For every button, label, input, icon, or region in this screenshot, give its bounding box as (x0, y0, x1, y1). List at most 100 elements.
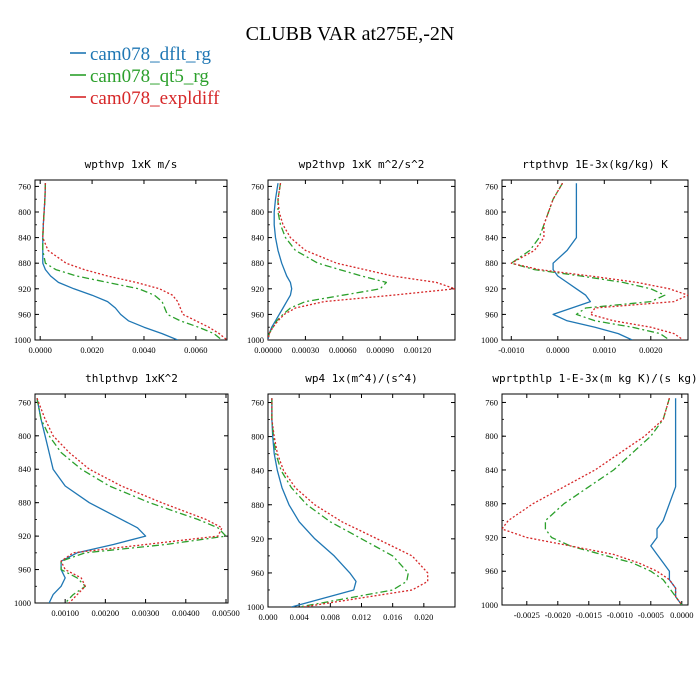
x-tick-label: 0.0000 (670, 610, 693, 620)
y-tick-label: 760 (251, 398, 264, 408)
series-line-cam078-expldiff (42, 183, 227, 340)
subplot-panel: wp2thvp 1xK m^2/s^2 760 800 840 880 920 960 100… (247, 158, 456, 355)
x-tick-label: -0.0005 (638, 610, 664, 620)
x-tick-label: -0.0020 (545, 610, 571, 620)
subplot-panel: wpthvp 1xK m/s76080084088092096010000.00… (14, 158, 228, 355)
y-tick-label: 840 (485, 233, 498, 243)
x-tick-label: 0.00120 (404, 345, 432, 355)
series-line-cam078-qt5-rg (42, 183, 223, 340)
y-tick-label: 960 (18, 309, 31, 319)
y-tick-label: 920 (251, 534, 264, 544)
x-tick-label: 0.0060 (184, 345, 207, 355)
series-group (510, 182, 688, 340)
x-tick-label: -0.0015 (576, 610, 602, 620)
y-tick-label: 880 (18, 498, 31, 508)
x-tick-label: 0.00000 (254, 345, 282, 355)
y-tick-label: 960 (18, 565, 31, 575)
y-tick-label: 1000 (247, 602, 264, 612)
x-tick-label: 0.0040 (132, 345, 155, 355)
x-tick-label: 0.016 (383, 612, 402, 622)
axes-frame (34, 179, 228, 341)
x-tick-label: 0.008 (321, 612, 340, 622)
subplot-title: wp2thvp 1xK m^2/s^2 (299, 158, 425, 171)
x-tick-label: 0.0010 (593, 345, 616, 355)
y-tick-label: 760 (18, 181, 31, 191)
x-tick-label: 0.0000 (546, 345, 569, 355)
y-tick-label: 880 (485, 499, 498, 509)
x-tick-label: 0.020 (414, 612, 433, 622)
x-tick-label: 0.0000 (29, 345, 52, 355)
x-tick-label: 0.00400 (172, 608, 200, 618)
series-group (271, 398, 429, 607)
y-tick-label: 880 (485, 258, 498, 268)
axes-frame (34, 393, 229, 604)
series-group (502, 398, 683, 605)
y-tick-label: 1000 (481, 335, 498, 345)
y-tick-label: 760 (485, 397, 498, 407)
y-tick-label: 760 (251, 181, 264, 191)
panels-group: wpthvp 1xK m/s76080084088092096010000.00… (14, 158, 698, 622)
y-tick-label: 760 (485, 181, 498, 191)
series-group (268, 183, 455, 340)
x-tick-label: 0.00200 (92, 608, 120, 618)
y-tick-label: 800 (485, 207, 498, 217)
y-tick-label: 880 (18, 258, 31, 268)
x-tick-label: -0.0010 (498, 345, 524, 355)
subplot-panel: wp4 1x(m^4)/(s^4)76080084088092096010000… (247, 372, 456, 622)
x-tick-label: 0.00030 (292, 345, 320, 355)
series-line-cam078-dflt-rg (552, 183, 633, 340)
series-line-cam078-qt5-rg (544, 398, 683, 605)
x-tick-label: 0.00090 (366, 345, 394, 355)
y-tick-label: 840 (18, 464, 31, 474)
series-line-cam078-dflt-rg (42, 183, 178, 340)
x-tick-label: -0.0010 (607, 610, 633, 620)
series-line-cam078-expldiff (502, 398, 683, 605)
y-tick-label: 840 (251, 233, 264, 243)
y-tick-label: 920 (251, 284, 264, 294)
x-tick-label: 0.00500 (212, 608, 240, 618)
legend-entry-label: cam078_qt5_rg (90, 66, 209, 87)
y-tick-label: 920 (18, 284, 31, 294)
subplot-title: wpthvp 1xK m/s (85, 158, 178, 171)
y-tick-label: 920 (18, 531, 31, 541)
series-line-cam078-qt5-rg (36, 398, 227, 603)
x-tick-label: 0.000 (258, 612, 277, 622)
y-tick-label: 920 (485, 532, 498, 542)
subplot-title: wp4 1x(m^4)/(s^4) (305, 372, 418, 385)
y-tick-label: 880 (251, 258, 264, 268)
series-line-cam078-dflt-rg (268, 183, 293, 340)
series-line-cam078-qt5-rg (268, 183, 388, 340)
x-tick-label: -0.0025 (514, 610, 540, 620)
x-tick-label: 0.00100 (51, 608, 79, 618)
subplot-title: thlpthvp 1xK^2 (85, 372, 178, 385)
series-group (42, 183, 227, 340)
series-line-cam078-expldiff (268, 183, 455, 340)
y-tick-label: 960 (251, 309, 264, 319)
y-tick-label: 880 (251, 500, 264, 510)
subplot-panel: rtpthvp 1E-3x(kg/kg) K 760 800 840 880 920 960… (481, 158, 689, 355)
y-tick-label: 800 (251, 207, 264, 217)
y-tick-label: 960 (251, 568, 264, 578)
series-group (36, 397, 227, 603)
x-tick-label: 0.0020 (80, 345, 103, 355)
y-tick-label: 800 (485, 431, 498, 441)
y-tick-label: 960 (485, 566, 498, 576)
y-tick-label: 760 (18, 397, 31, 407)
subplot-panel: wprtpthlp 1-E-3x(m kg K)/(s kg) 760 800 840… (481, 372, 698, 620)
y-tick-label: 840 (251, 466, 264, 476)
series-line-cam078-qt5-rg (271, 398, 409, 607)
x-tick-label: 0.00300 (132, 608, 160, 618)
y-tick-label: 840 (485, 465, 498, 475)
x-tick-label: 0.012 (352, 612, 371, 622)
y-tick-label: 800 (18, 431, 31, 441)
x-tick-label: 0.00060 (329, 345, 357, 355)
y-tick-label: 800 (18, 207, 31, 217)
y-tick-label: 960 (485, 309, 498, 319)
axes-frame (501, 179, 689, 341)
axes-frame (267, 179, 456, 341)
x-tick-label: 0.004 (290, 612, 310, 622)
subplot-title: wprtpthlp 1-E-3x(m kg K)/(s kg) (492, 372, 697, 385)
subplot-title: rtpthvp 1E-3x(kg/kg) K (522, 158, 668, 171)
y-tick-label: 1000 (481, 600, 498, 610)
